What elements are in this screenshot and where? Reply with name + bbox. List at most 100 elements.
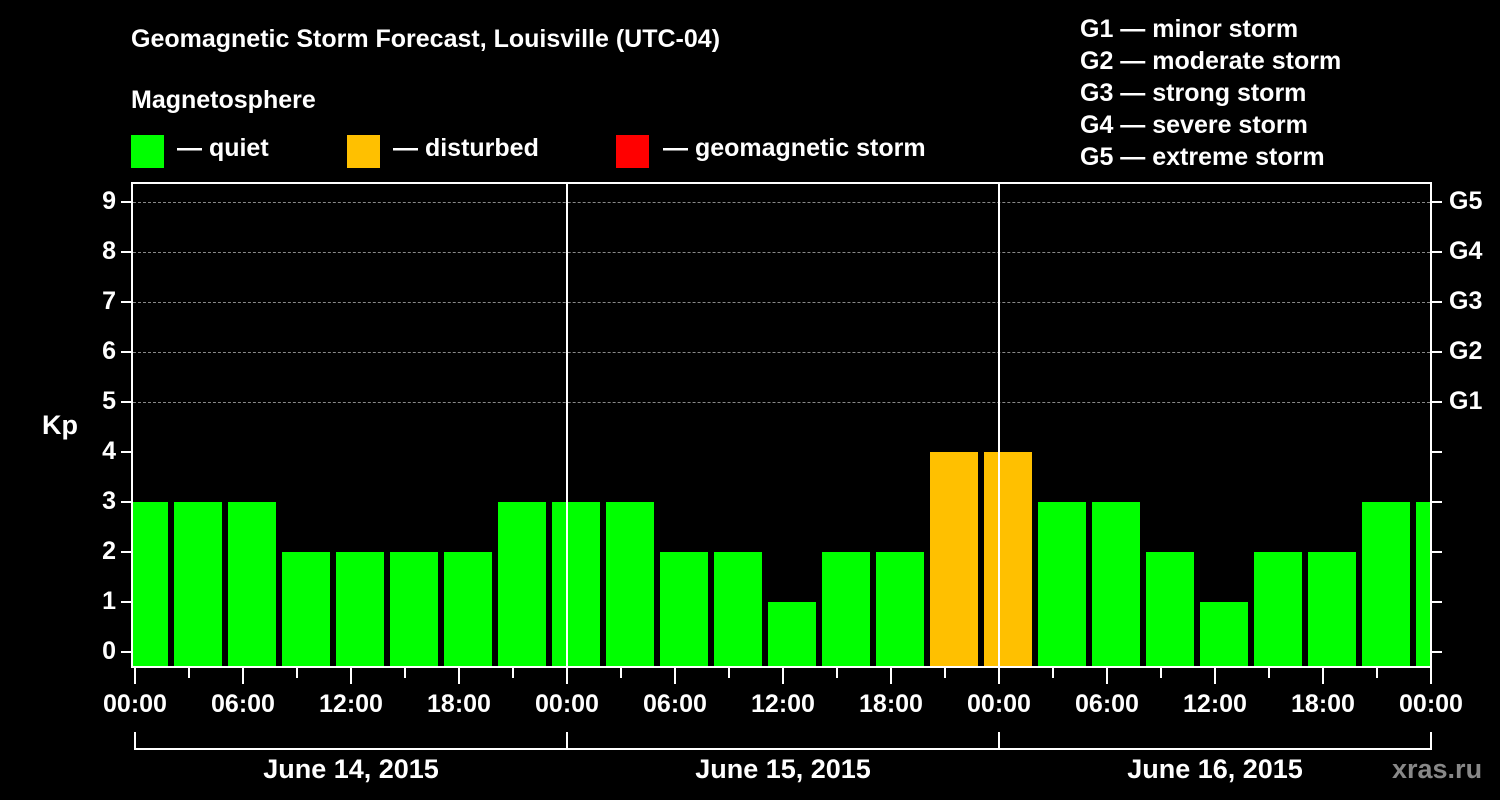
legend-swatch-disturbed [347,135,380,168]
x-tick-label: 06:00 [211,690,275,718]
x-tick [350,668,352,684]
y-tick-right [1432,201,1442,203]
x-tick-label: 06:00 [643,690,707,718]
x-tick [296,668,298,678]
legend-swatch-quiet [131,135,164,168]
x-tick [1214,668,1216,684]
y-tick-label: 5 [102,387,116,415]
date-label: June 16, 2015 [1127,754,1303,784]
kp-bar [1146,552,1194,666]
x-tick [836,668,838,678]
y-tick-label: 4 [102,437,116,465]
y-tick-right [1432,401,1442,403]
x-tick-label: 18:00 [427,690,491,718]
x-tick-label: 18:00 [859,690,923,718]
legend-swatch-storm [616,135,649,168]
kp-bar [133,502,168,666]
x-tick [1376,668,1378,678]
x-tick [728,668,730,678]
y-tick-right [1432,301,1442,303]
x-tick-label: 00:00 [535,690,599,718]
y-tick [121,201,131,203]
y-tick [121,551,131,553]
x-tick [242,668,244,684]
kp-bar [390,552,438,666]
y-tick [121,251,131,253]
grid-line [133,352,1430,353]
y-tick-label: 6 [102,337,116,365]
x-tick-label: 00:00 [1399,690,1463,718]
y-axis-label: Kp [42,410,78,440]
kp-bar [1200,602,1248,666]
y-tick-right [1432,551,1442,553]
g-scale-label: G3 [1449,287,1483,315]
kp-bar [768,602,816,666]
day-separator [566,184,568,666]
date-bracket [998,732,1432,750]
y-tick [121,301,131,303]
x-tick [458,668,460,684]
kp-bar [822,552,870,666]
g-legend-item: G3 — strong storm [1080,79,1307,107]
watermark: xras.ru [1392,754,1483,784]
x-tick-label: 12:00 [1183,690,1247,718]
y-tick-right [1432,601,1442,603]
x-tick [1052,668,1054,678]
y-tick-right [1432,251,1442,253]
y-tick-label: 1 [102,587,116,615]
kp-bar [498,502,546,666]
x-tick-label: 12:00 [319,690,383,718]
g-scale-legend: G1 — minor storm G2 — moderate storm G3 … [1080,13,1341,173]
kp-bar [984,452,1032,666]
date-bracket [134,732,568,750]
y-tick [121,451,131,453]
y-tick-right [1432,351,1442,353]
x-tick-label: 18:00 [1291,690,1355,718]
kp-bar [1092,502,1140,666]
x-tick-label: 12:00 [751,690,815,718]
kp-bar [1362,502,1410,666]
grid-line [133,252,1430,253]
date-label: June 15, 2015 [695,754,871,784]
y-tick-label: 7 [102,287,116,315]
x-tick-label: 06:00 [1075,690,1139,718]
kp-bar [1416,502,1430,666]
kp-bar [552,502,600,666]
x-tick [998,668,1000,684]
date-label: June 14, 2015 [263,754,439,784]
kp-bar [606,502,654,666]
x-tick [188,668,190,678]
kp-bar [1254,552,1302,666]
y-tick-right [1432,451,1442,453]
y-tick [121,351,131,353]
y-tick-label: 3 [102,487,116,515]
g-scale-label: G5 [1449,187,1483,215]
kp-bar [1038,502,1086,666]
kp-bar [174,502,222,666]
y-tick-right [1432,651,1442,653]
legend-label-quiet: — quiet [177,134,269,162]
x-tick [674,668,676,684]
kp-bar [228,502,276,666]
g-legend-item: G4 — severe storm [1080,111,1308,139]
x-tick [1268,668,1270,678]
date-bracket [566,732,1000,750]
y-tick-right [1432,501,1442,503]
g-legend-item: G1 — minor storm [1080,15,1299,43]
chart-subtitle: Magnetosphere [131,86,316,114]
y-tick [121,651,131,653]
x-tick [512,668,514,678]
kp-bar [660,552,708,666]
y-tick-label: 8 [102,237,116,265]
g-scale-label: G2 [1449,337,1483,365]
plot-area [131,182,1432,668]
grid-line [133,402,1430,403]
x-tick [890,668,892,684]
y-tick-label: 9 [102,187,116,215]
y-tick-label: 0 [102,637,116,665]
y-tick [121,601,131,603]
grid-line [133,202,1430,203]
x-tick [782,668,784,684]
g-legend-item: G5 — extreme storm [1080,143,1325,171]
x-tick [944,668,946,678]
